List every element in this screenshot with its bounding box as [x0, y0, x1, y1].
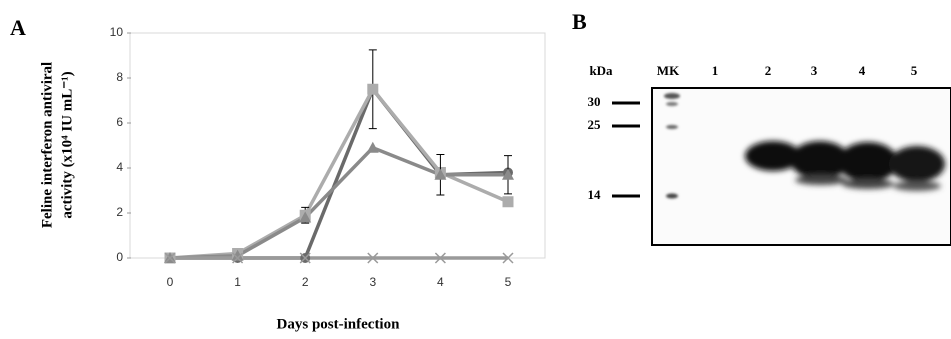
y-tick-label: 2 — [116, 205, 123, 219]
unit-label: kDa — [589, 63, 613, 78]
lane-label: 4 — [859, 63, 866, 78]
lane-label: MK — [657, 63, 680, 78]
point — [367, 84, 378, 95]
lane-label: 1 — [712, 63, 719, 78]
marker-label: 14 — [588, 187, 602, 202]
series-line — [170, 148, 508, 258]
panel-label: B — [572, 9, 587, 34]
plot-frame — [130, 33, 545, 258]
y-tick-label: 4 — [116, 160, 123, 174]
x-tick-label: 2 — [302, 275, 309, 289]
x-axis-label: Days post-infection — [277, 316, 401, 332]
lane-label: 2 — [765, 63, 772, 78]
lane-label: 3 — [811, 63, 818, 78]
y-axis-label: Feline interferon antiviral activity (x1… — [39, 62, 75, 228]
y-axis-label-line: activity (x10⁴ IU mL⁻¹) — [59, 71, 75, 218]
marker-label: 30 — [588, 94, 601, 109]
point — [367, 142, 379, 153]
x-tick-label: 4 — [437, 275, 444, 289]
y-tick-label: 0 — [116, 250, 123, 264]
panel-label: A — [10, 15, 26, 40]
y-tick-label: 6 — [116, 115, 123, 129]
point — [503, 196, 514, 207]
x-tick-label: 3 — [369, 275, 376, 289]
marker-label: 25 — [588, 117, 602, 132]
y-tick-label: 8 — [116, 70, 123, 84]
y-tick-label: 10 — [110, 25, 124, 39]
x-tick-label: 1 — [234, 275, 241, 289]
x-tick-label: 0 — [167, 275, 174, 289]
y-axis-label-line: Feline interferon antiviral — [39, 62, 55, 228]
figure: A Days post-infection Feline interferon … — [0, 0, 951, 339]
lane-label: 5 — [911, 63, 918, 78]
x-tick-label: 5 — [505, 275, 512, 289]
